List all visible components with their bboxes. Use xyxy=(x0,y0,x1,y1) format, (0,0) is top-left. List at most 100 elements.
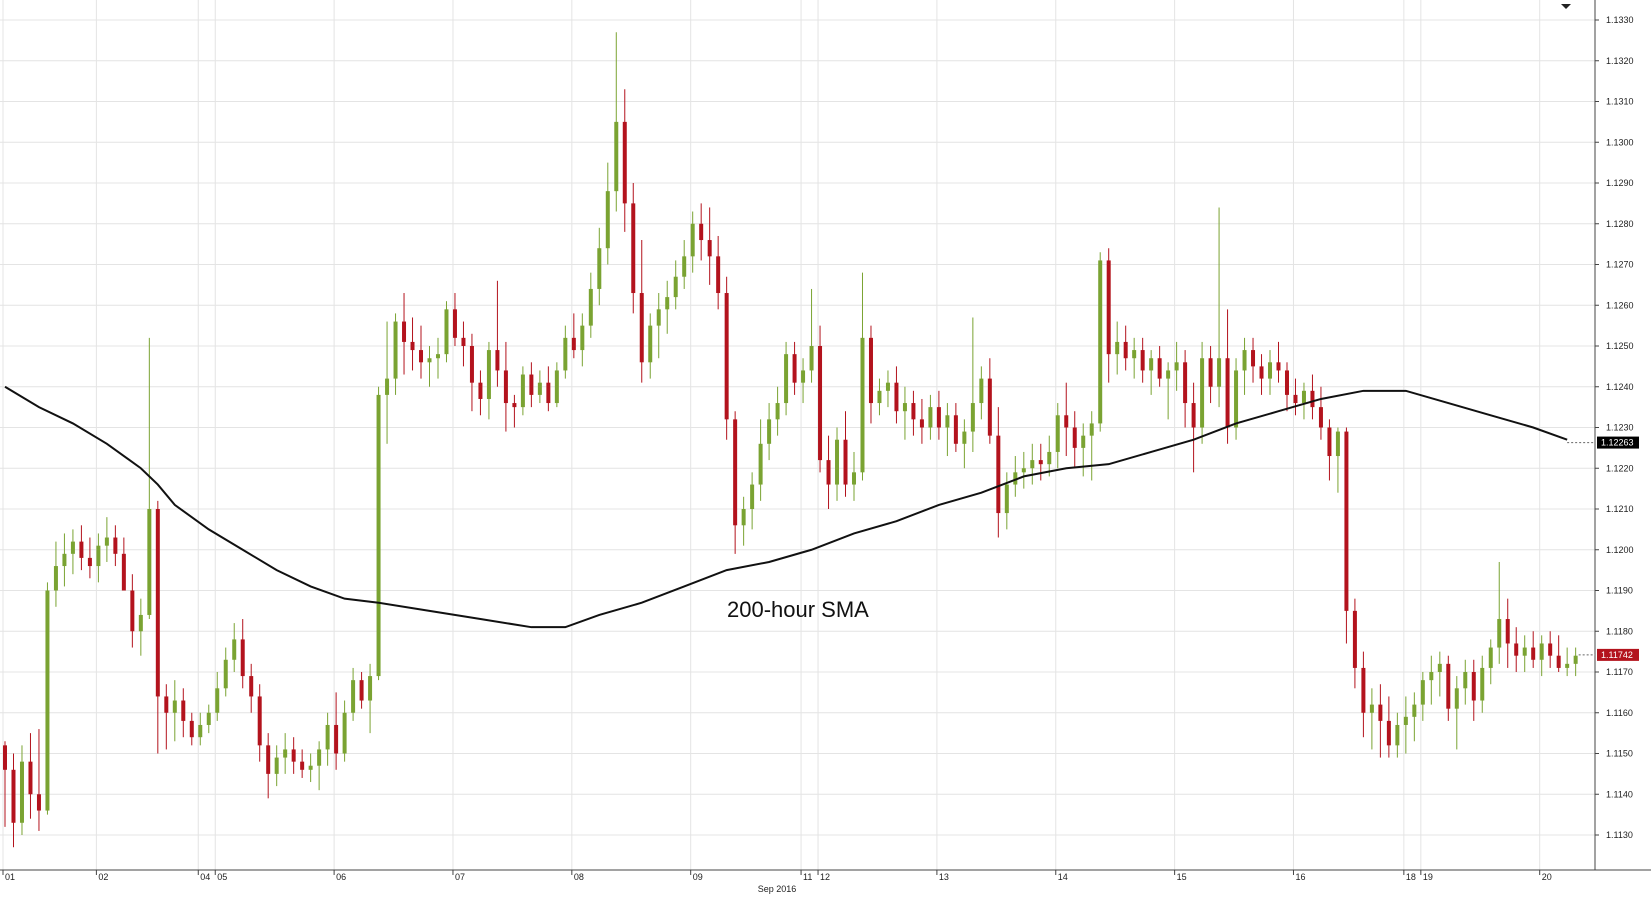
bullish-candle xyxy=(554,370,559,404)
x-tick-label: 02 xyxy=(98,872,108,882)
y-tick-label: 1.1290 xyxy=(1606,178,1634,188)
bullish-candle xyxy=(172,700,177,713)
bearish-candle xyxy=(11,769,16,823)
bearish-candle xyxy=(529,374,534,395)
bearish-candle xyxy=(631,203,636,294)
bearish-candle xyxy=(1251,350,1256,367)
bullish-candle xyxy=(1454,688,1459,709)
bullish-candle xyxy=(53,566,58,591)
bearish-candle xyxy=(402,321,407,342)
bearish-candle xyxy=(359,680,364,701)
bearish-candle xyxy=(240,639,245,677)
bearish-candle xyxy=(546,382,551,404)
bearish-candle xyxy=(1310,390,1315,408)
bearish-candle xyxy=(495,350,500,371)
bullish-candle xyxy=(198,724,203,738)
bullish-candle xyxy=(1369,704,1374,713)
bullish-candle xyxy=(656,309,661,326)
bullish-candle xyxy=(1497,619,1502,648)
bullish-candle xyxy=(206,712,211,725)
y-tick-label: 1.1230 xyxy=(1606,423,1634,433)
bullish-candle xyxy=(147,509,152,615)
bullish-candle xyxy=(1217,358,1222,387)
x-tick-label: 19 xyxy=(1423,872,1433,882)
bullish-candle xyxy=(945,415,950,428)
bullish-candle xyxy=(283,749,288,758)
bearish-candle xyxy=(300,761,305,770)
bullish-candle xyxy=(393,321,398,379)
bearish-candle xyxy=(1140,350,1145,371)
y-tick-label: 1.1320 xyxy=(1606,56,1634,66)
bullish-candle xyxy=(1021,468,1026,473)
y-tick-label: 1.1140 xyxy=(1606,789,1633,799)
bullish-candle xyxy=(45,590,50,811)
bearish-candle xyxy=(130,590,135,632)
bearish-candle xyxy=(1352,610,1357,668)
bearish-candle xyxy=(79,541,84,558)
bearish-candle xyxy=(1361,667,1366,713)
x-tick-label: 18 xyxy=(1406,872,1416,882)
bearish-candle xyxy=(826,460,831,485)
bullish-candle xyxy=(520,374,525,408)
bullish-candle xyxy=(104,537,109,546)
bearish-candle xyxy=(1191,403,1196,428)
bearish-candle xyxy=(1157,358,1162,379)
x-tick-label: 20 xyxy=(1542,872,1552,882)
sma-value-badge xyxy=(1597,436,1639,449)
bullish-candle xyxy=(605,191,610,249)
bullish-candle xyxy=(351,680,356,713)
bullish-candle xyxy=(1242,350,1247,371)
x-tick-label: 08 xyxy=(574,872,584,882)
bearish-candle xyxy=(1106,260,1111,355)
bearish-candle xyxy=(155,509,160,697)
bearish-candle xyxy=(1386,720,1391,746)
bullish-candle xyxy=(614,121,619,192)
last-price-badge xyxy=(1597,648,1639,661)
y-tick-label: 1.1130 xyxy=(1606,830,1633,840)
bearish-candle xyxy=(113,537,118,554)
bullish-candle xyxy=(1166,370,1171,379)
bearish-candle xyxy=(639,293,644,363)
y-tick-label: 1.1250 xyxy=(1606,341,1634,351)
bullish-candle xyxy=(96,545,101,567)
bearish-candle xyxy=(894,382,899,412)
bullish-candle xyxy=(1098,260,1103,424)
x-tick-label: 12 xyxy=(820,872,830,882)
bearish-candle xyxy=(1531,647,1536,660)
bullish-candle xyxy=(1539,643,1544,660)
bearish-candle xyxy=(1318,407,1323,428)
bearish-candle xyxy=(181,700,186,721)
bearish-candle xyxy=(699,223,704,241)
bearish-candle xyxy=(1183,362,1188,404)
bearish-candle xyxy=(571,337,576,351)
bullish-candle xyxy=(877,390,882,404)
bullish-candle xyxy=(665,297,670,310)
bullish-candle xyxy=(342,712,347,754)
bullish-candle xyxy=(537,382,542,395)
bullish-candle xyxy=(970,403,975,432)
bullish-candle xyxy=(138,614,143,632)
bullish-candle xyxy=(809,346,814,371)
bearish-candle xyxy=(249,676,254,697)
bullish-candle xyxy=(750,484,755,509)
bearish-candle xyxy=(410,341,415,351)
bullish-candle xyxy=(376,394,381,677)
bearish-candle xyxy=(724,293,729,420)
bearish-candle xyxy=(1276,362,1281,371)
bearish-candle xyxy=(266,745,271,774)
bullish-candle xyxy=(835,439,840,485)
bearish-candle xyxy=(953,415,958,444)
bearish-candle xyxy=(716,256,721,294)
bearish-candle xyxy=(818,346,823,461)
bullish-candle xyxy=(580,325,585,351)
bullish-candle xyxy=(274,757,279,774)
bullish-candle xyxy=(427,358,432,363)
y-tick-label: 1.1160 xyxy=(1606,708,1633,718)
x-tick-label: 05 xyxy=(217,872,227,882)
labels: 200-hour SMA Sep 2016 xyxy=(727,597,869,894)
last-price-label: 1.11742 xyxy=(1601,650,1633,660)
x-tick-label: 07 xyxy=(455,872,465,882)
bullish-candle xyxy=(444,309,449,355)
dropdown-arrow-icon[interactable] xyxy=(1561,4,1571,9)
